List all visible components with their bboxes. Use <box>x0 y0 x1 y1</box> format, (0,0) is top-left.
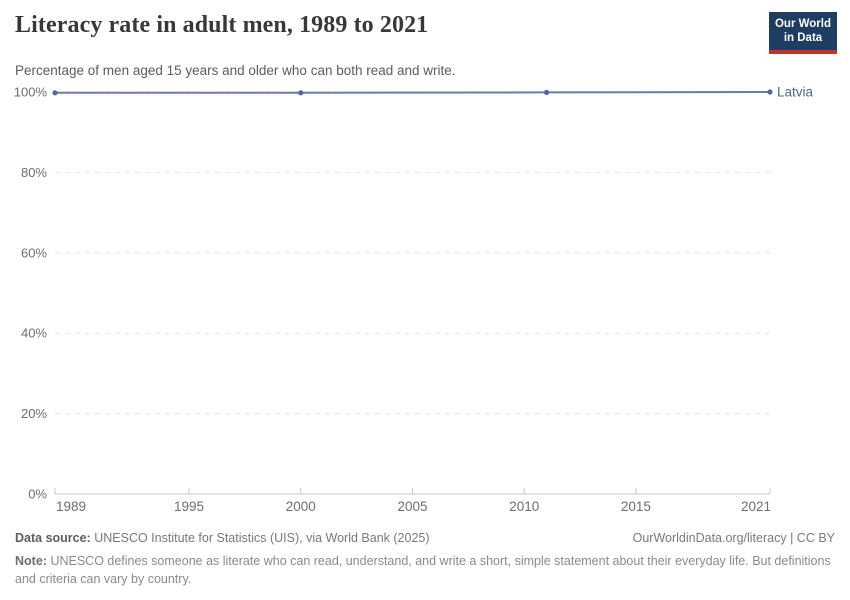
owid-logo-line2: in Data <box>783 32 823 45</box>
data-point[interactable] <box>52 90 58 96</box>
owid-logo[interactable]: Our World in Data <box>769 12 837 54</box>
x-tick-label: 1995 <box>174 499 204 514</box>
data-source-label: Data source: <box>15 531 91 545</box>
note-label: Note: <box>15 554 47 568</box>
chart-footer: Data source: UNESCO Institute for Statis… <box>15 531 835 588</box>
x-tick-label: 2015 <box>621 499 651 514</box>
note-value: UNESCO defines someone as literate who c… <box>15 554 831 587</box>
x-tick-label: 1989 <box>56 499 86 514</box>
data-point[interactable] <box>543 89 550 96</box>
y-tick-label: 0% <box>28 487 47 502</box>
x-tick-label: 2000 <box>286 499 316 514</box>
y-tick-label: 40% <box>21 326 47 341</box>
x-tick-label: 2005 <box>397 499 427 514</box>
y-tick-label: 20% <box>21 406 47 421</box>
data-source-value: UNESCO Institute for Statistics (UIS), v… <box>94 531 430 545</box>
owid-logo-line1: Our World <box>774 18 831 30</box>
x-tick-label: 2010 <box>509 499 539 514</box>
y-tick-label: 80% <box>21 165 47 180</box>
x-tick-label: 2021 <box>741 499 771 514</box>
data-point[interactable] <box>767 89 773 95</box>
page-title: Literacy rate in adult men, 1989 to 2021 <box>15 12 429 38</box>
series-label[interactable]: Latvia <box>777 85 814 100</box>
y-tick-label: 100% <box>14 85 48 100</box>
chart-note: Note: UNESCO defines someone as literate… <box>15 552 835 588</box>
line-chart[interactable]: 0% 20% 40% 60% 80% 100% 1989 1995 2000 2005 2010 20… <box>0 70 850 525</box>
data-point[interactable] <box>298 90 304 96</box>
data-source: Data source: UNESCO Institute for Statis… <box>15 531 430 545</box>
owid-link[interactable]: OurWorldinData.org/literacy | CC BY <box>632 531 835 545</box>
chart-header: Literacy rate in adult men, 1989 to 2021… <box>15 12 837 78</box>
chart-canvas[interactable]: 0% 20% 40% 60% 80% 100% 1989 1995 2000 2005 2010 20… <box>0 70 850 525</box>
chart-subtitle: Percentage of men aged 15 years and olde… <box>15 62 456 78</box>
data-line[interactable] <box>54 91 771 94</box>
y-tick-label: 60% <box>21 245 47 260</box>
